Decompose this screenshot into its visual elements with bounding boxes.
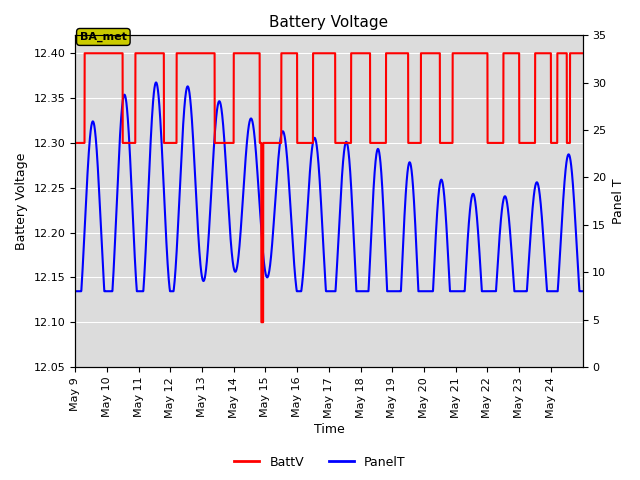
Y-axis label: Battery Voltage: Battery Voltage	[15, 153, 28, 250]
Text: BA_met: BA_met	[80, 32, 127, 42]
Legend: BattV, PanelT: BattV, PanelT	[229, 451, 411, 474]
Y-axis label: Panel T: Panel T	[612, 179, 625, 224]
X-axis label: Time: Time	[314, 423, 344, 436]
Title: Battery Voltage: Battery Voltage	[269, 15, 388, 30]
